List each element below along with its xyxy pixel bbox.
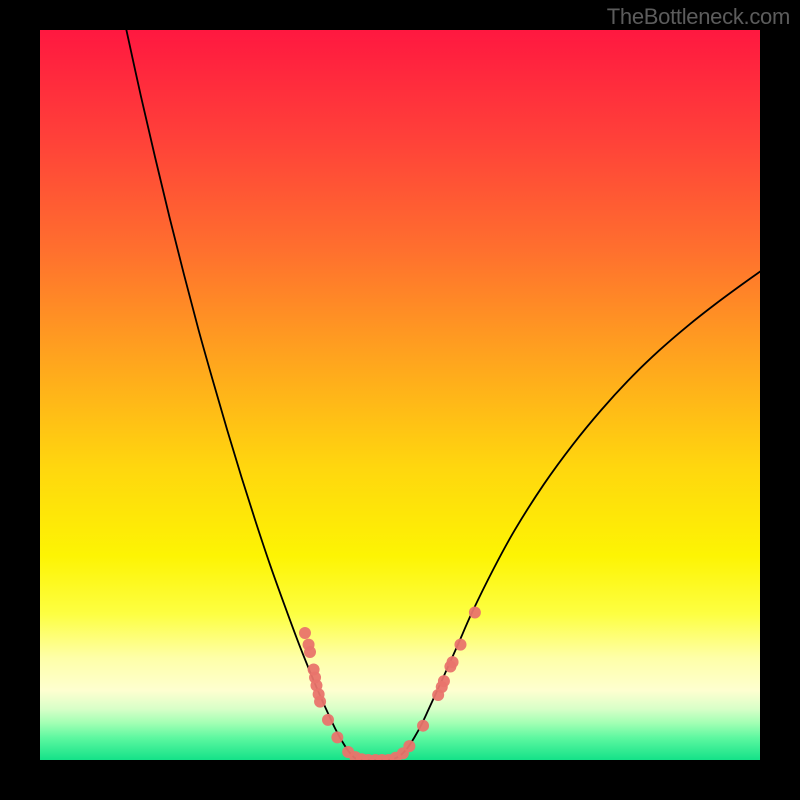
data-marker xyxy=(322,714,334,726)
data-marker xyxy=(417,720,429,732)
data-marker xyxy=(469,607,481,619)
plot-svg xyxy=(40,30,760,760)
watermark-text: TheBottleneck.com xyxy=(607,4,790,30)
data-marker xyxy=(403,740,415,752)
data-marker xyxy=(447,656,459,668)
data-marker xyxy=(299,627,311,639)
data-marker xyxy=(454,639,466,651)
data-marker xyxy=(304,646,316,658)
data-marker xyxy=(314,696,326,708)
chart-canvas: TheBottleneck.com xyxy=(0,0,800,800)
data-marker xyxy=(438,675,450,687)
data-marker xyxy=(331,731,343,743)
bottleneck-plot xyxy=(40,30,760,760)
gradient-background xyxy=(40,30,760,760)
